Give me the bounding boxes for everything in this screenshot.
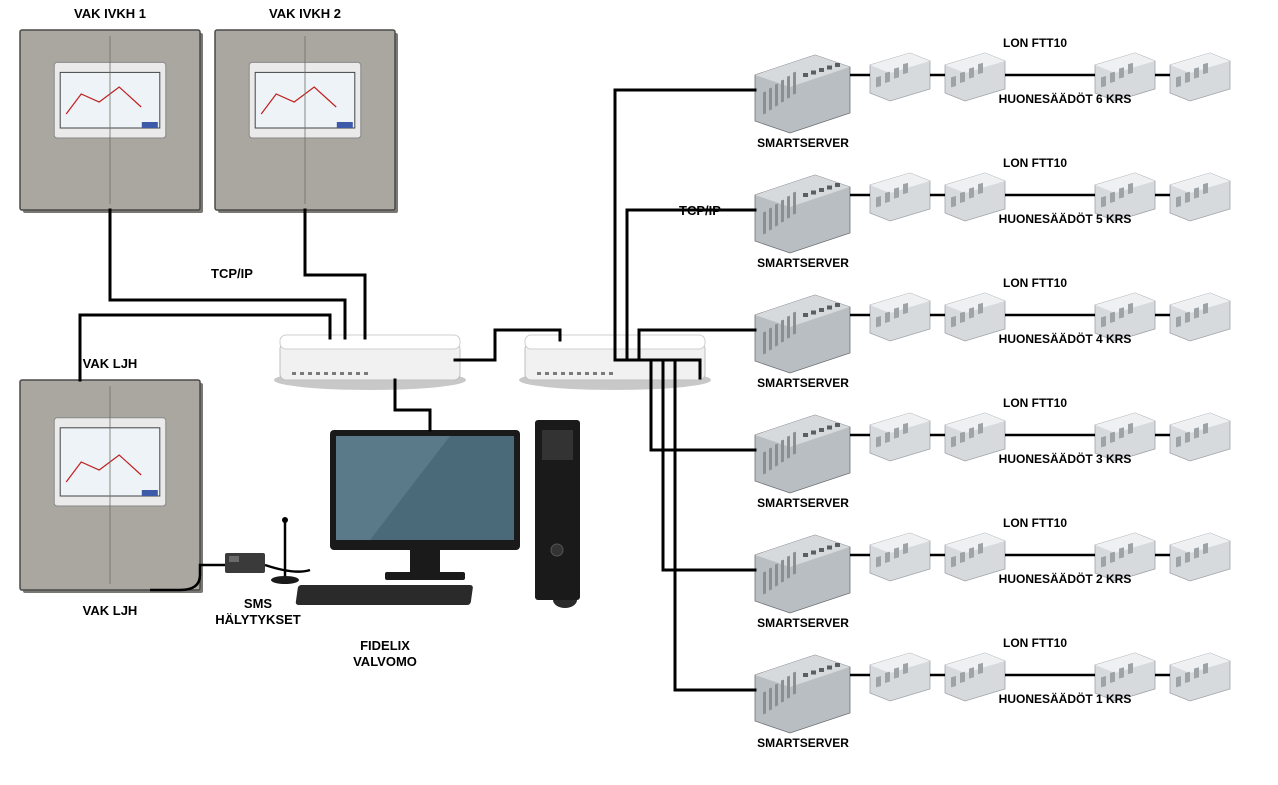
bus-0 xyxy=(615,90,755,360)
smartserver-label-4: SMARTSERVER xyxy=(757,616,849,630)
module-0-1 xyxy=(945,53,1005,101)
bus-5 xyxy=(675,360,755,690)
module-1-0 xyxy=(870,173,930,221)
smartserver-3 xyxy=(755,415,850,493)
floor-label-1: HUONESÄÄDÖT 5 KRS xyxy=(999,211,1132,226)
module-2-0 xyxy=(870,293,930,341)
fidelix-label-1: FIDELIX xyxy=(360,638,410,653)
module-2-3 xyxy=(1170,293,1230,341)
module-5-0 xyxy=(870,653,930,701)
sms-label-1: SMS xyxy=(244,596,273,611)
vak_ivkh1 xyxy=(20,30,203,213)
vak-ljh-label: VAK LJH xyxy=(83,603,138,618)
fidelix-label-2: VALVOMO xyxy=(353,654,417,669)
module-1-3 xyxy=(1170,173,1230,221)
lon-label-3: LON FTT10 xyxy=(1003,396,1067,410)
router-left xyxy=(274,335,466,390)
smartserver-label-5: SMARTSERVER xyxy=(757,736,849,750)
module-3-3 xyxy=(1170,413,1230,461)
smartserver-label-2: SMARTSERVER xyxy=(757,376,849,390)
lon-label-0: LON FTT10 xyxy=(1003,36,1067,50)
floor-label-0: HUONESÄÄDÖT 6 KRS xyxy=(999,91,1132,106)
tcpip-right-label: TCP/IP xyxy=(679,203,721,218)
module-5-1 xyxy=(945,653,1005,701)
smartserver-label-3: SMARTSERVER xyxy=(757,496,849,510)
module-4-3 xyxy=(1170,533,1230,581)
module-2-1 xyxy=(945,293,1005,341)
module-3-0 xyxy=(870,413,930,461)
vak_ivkh2 xyxy=(215,30,398,213)
vak_ivkh1-label: VAK IVKH 1 xyxy=(74,6,146,21)
tcpip-left-label: TCP/IP xyxy=(211,266,253,281)
vak_ljh xyxy=(20,380,203,593)
smartserver-5 xyxy=(755,175,850,253)
workstation xyxy=(295,420,580,608)
module-3-1 xyxy=(945,413,1005,461)
module-5-3 xyxy=(1170,653,1230,701)
floor-label-4: HUONESÄÄDÖT 2 KRS xyxy=(999,571,1132,586)
smartserver-4 xyxy=(755,295,850,373)
smartserver-2 xyxy=(755,535,850,613)
vak_ivkh2-label: VAK IVKH 2 xyxy=(269,6,341,21)
smartserver-6 xyxy=(755,55,850,133)
lon-label-4: LON FTT10 xyxy=(1003,516,1067,530)
wire-modem-cable xyxy=(265,565,310,572)
floor-label-5: HUONESÄÄDÖT 1 KRS xyxy=(999,691,1132,706)
lon-label-2: LON FTT10 xyxy=(1003,276,1067,290)
sms-modem xyxy=(225,517,299,584)
smartserver-label-1: SMARTSERVER xyxy=(757,256,849,270)
lon-label-1: LON FTT10 xyxy=(1003,156,1067,170)
floor-label-2: HUONESÄÄDÖT 4 KRS xyxy=(999,331,1132,346)
smartserver-label-0: SMARTSERVER xyxy=(757,136,849,150)
module-4-0 xyxy=(870,533,930,581)
module-4-1 xyxy=(945,533,1005,581)
smartserver-1 xyxy=(755,655,850,733)
wire-ivkh2 xyxy=(305,210,365,338)
module-0-0 xyxy=(870,53,930,101)
floor-label-3: HUONESÄÄDÖT 3 KRS xyxy=(999,451,1132,466)
module-0-3 xyxy=(1170,53,1230,101)
module-1-1 xyxy=(945,173,1005,221)
vak_ljh-label: VAK LJH xyxy=(83,356,138,371)
sms-label-2: HÄLYTYKSET xyxy=(215,612,301,627)
bus-4 xyxy=(663,360,755,570)
lon-label-5: LON FTT10 xyxy=(1003,636,1067,650)
